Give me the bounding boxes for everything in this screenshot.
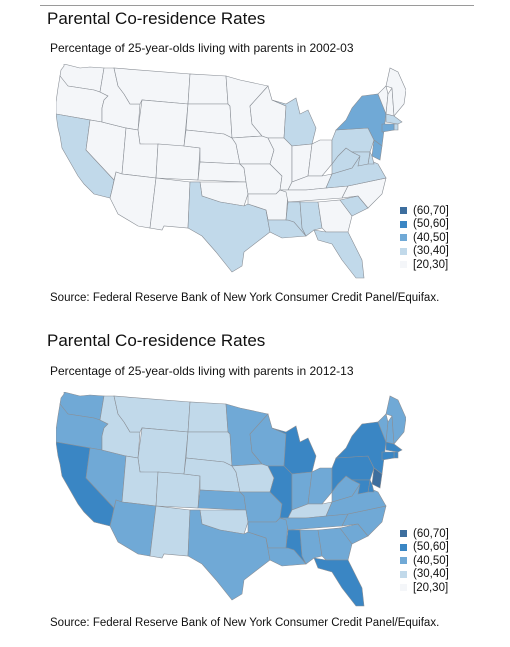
state-ma xyxy=(385,113,403,125)
state-ks xyxy=(197,489,247,511)
legend-label: (40,50] xyxy=(413,231,449,244)
state-wy xyxy=(137,99,189,147)
state-ct xyxy=(381,123,395,133)
state-ct xyxy=(381,451,395,461)
source-note: Source: Federal Reserve Bank of New York… xyxy=(50,292,440,304)
state-az xyxy=(109,171,157,229)
state-ks xyxy=(197,161,247,183)
legend-swatch xyxy=(400,530,407,538)
legend-item: (40,50] xyxy=(400,554,449,568)
legend-swatch xyxy=(400,584,407,592)
state-nd xyxy=(187,73,229,105)
legend-label: (50,60] xyxy=(413,218,449,231)
legend-label: [20,30] xyxy=(413,581,449,594)
state-md xyxy=(351,151,371,167)
map-title: Parental Co-residence Rates xyxy=(47,331,266,350)
legend-item: (30,40] xyxy=(400,568,449,582)
state-fl xyxy=(313,557,365,607)
state-az xyxy=(109,499,157,557)
state-co xyxy=(155,471,201,509)
state-me xyxy=(385,395,406,445)
us-choropleth-map xyxy=(56,392,406,612)
state-ri xyxy=(393,123,399,131)
legend-label: [20,30] xyxy=(413,258,449,271)
map-canvas xyxy=(56,392,406,607)
state-me xyxy=(385,67,406,117)
legend-item: (60,70] xyxy=(400,527,449,541)
legend-swatch xyxy=(400,220,407,228)
top-rule xyxy=(40,5,474,6)
map-canvas xyxy=(56,64,406,279)
map-subtitle: Percentage of 25-year-olds living with p… xyxy=(50,41,354,55)
legend-item: (50,60] xyxy=(400,541,449,555)
map-panel-2002-03: Parental Co-residence Rates Percentage o… xyxy=(0,6,510,324)
state-oh xyxy=(307,139,333,177)
state-co xyxy=(155,143,201,181)
legend-item: (30,40] xyxy=(400,245,449,259)
legend-swatch xyxy=(400,247,407,255)
state-nm xyxy=(149,177,191,231)
legend-item: [20,30] xyxy=(400,258,449,272)
legend-label: (60,70] xyxy=(413,204,449,217)
map-title: Parental Co-residence Rates xyxy=(47,9,266,28)
legend-swatch xyxy=(400,570,407,578)
legend-item: (60,70] xyxy=(400,204,449,218)
legend-swatch xyxy=(400,543,407,551)
legend-item: (50,60] xyxy=(400,218,449,232)
legend-swatch xyxy=(400,261,407,269)
legend-label: (50,60] xyxy=(413,541,449,554)
state-nd xyxy=(187,401,229,433)
legend-swatch xyxy=(400,557,407,565)
source-note: Source: Federal Reserve Bank of New York… xyxy=(50,617,440,629)
legend-item: [20,30] xyxy=(400,581,449,595)
map-panel-2012-13: Parental Co-residence Rates Percentage o… xyxy=(0,330,510,647)
state-nm xyxy=(149,505,191,559)
legend-swatch xyxy=(400,234,407,242)
legend-label: (40,50] xyxy=(413,554,449,567)
legend: (60,70] (50,60] (40,50] (30,40] [20,30] xyxy=(400,204,449,272)
map-subtitle: Percentage of 25-year-olds living with p… xyxy=(50,364,354,378)
state-ma xyxy=(385,441,403,453)
legend-label: (60,70] xyxy=(413,527,449,540)
state-fl xyxy=(313,229,365,279)
state-nj xyxy=(371,467,383,489)
state-ri xyxy=(393,451,399,459)
legend-item: (40,50] xyxy=(400,231,449,245)
state-md xyxy=(351,479,371,495)
state-nj xyxy=(371,139,383,161)
state-wy xyxy=(137,427,189,475)
legend-label: (30,40] xyxy=(413,568,449,581)
legend-label: (30,40] xyxy=(413,245,449,258)
legend: (60,70] (50,60] (40,50] (30,40] [20,30] xyxy=(400,527,449,595)
legend-swatch xyxy=(400,207,407,215)
us-choropleth-map xyxy=(56,64,406,284)
state-oh xyxy=(307,467,333,505)
